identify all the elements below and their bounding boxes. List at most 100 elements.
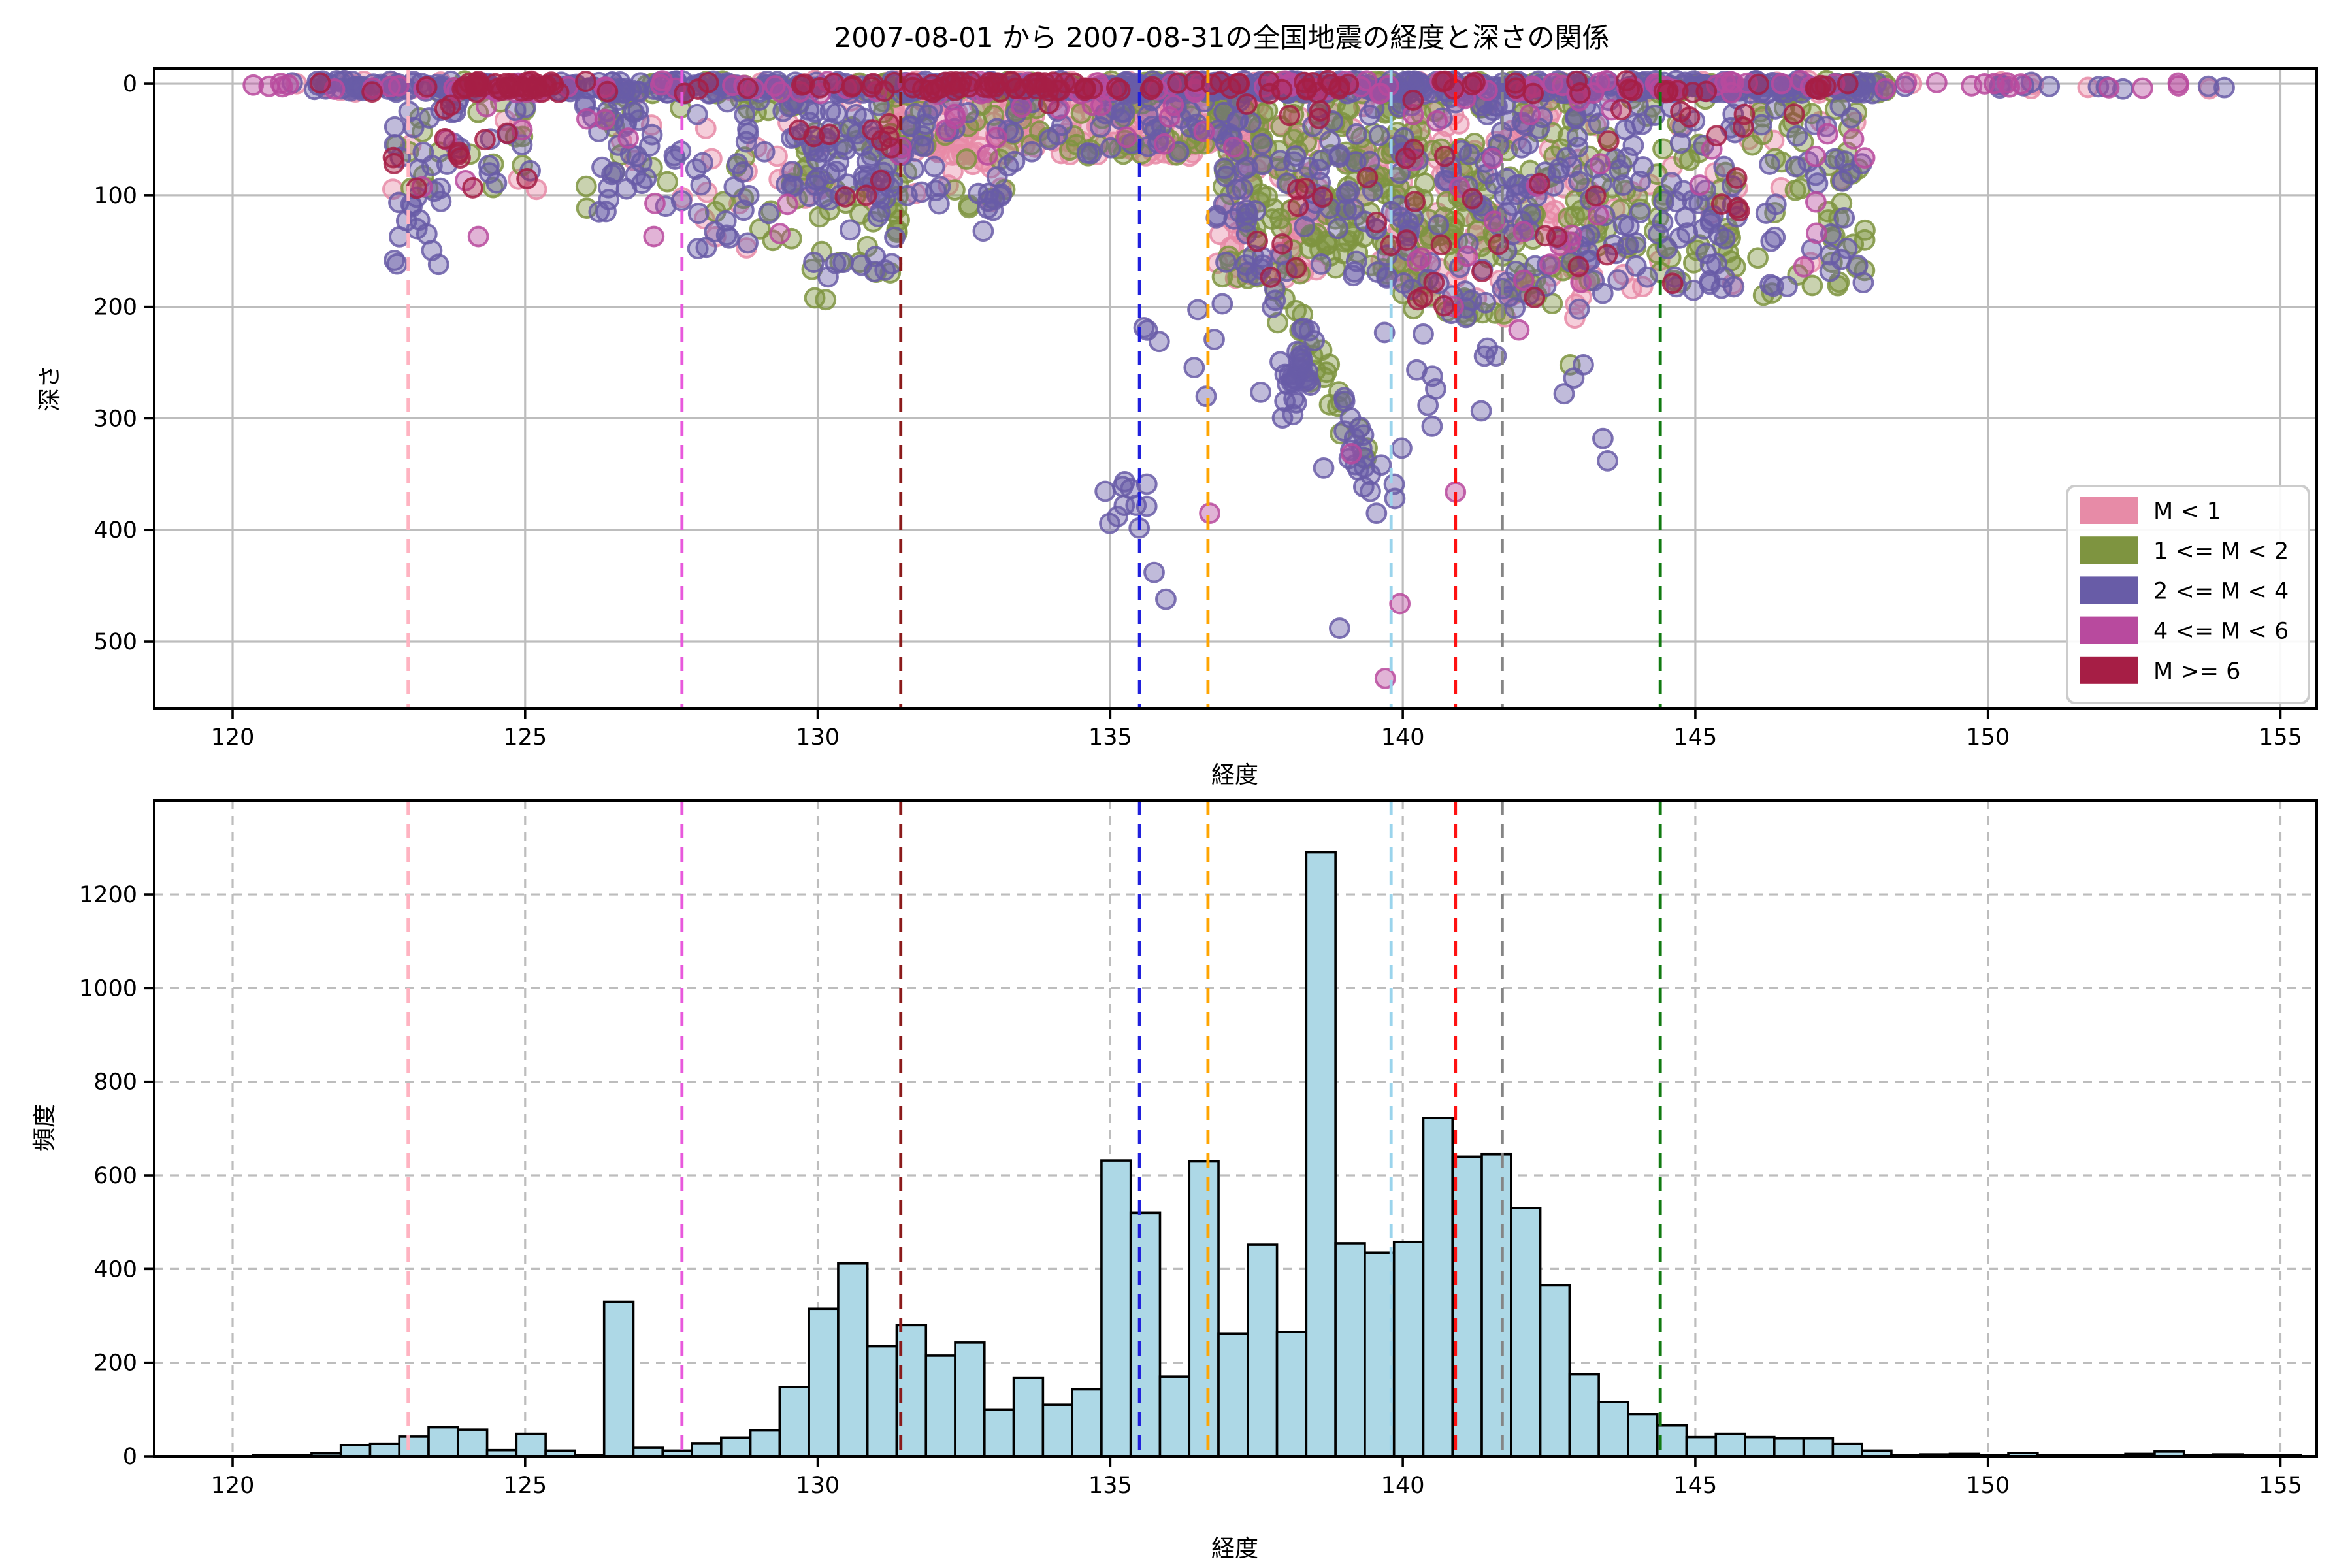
scatter-point [987, 72, 1009, 94]
scatter-point [1874, 78, 1897, 100]
scatter-point [935, 119, 957, 141]
scatter-point [1155, 588, 1177, 610]
scatter-point [1771, 73, 1793, 95]
scatter-point [977, 182, 1000, 204]
scatter-point [863, 261, 885, 282]
y-tick-label: 0 [123, 71, 137, 97]
scatter-point [1682, 279, 1705, 301]
scatter-point [1426, 110, 1448, 132]
scatter-point [418, 107, 440, 129]
scatter-point [1475, 291, 1497, 314]
scatter-point [1501, 194, 1523, 216]
scatter-point [1335, 199, 1357, 221]
scatter-point [511, 134, 533, 156]
scatter-point [870, 169, 892, 191]
scatter-point [1595, 70, 1618, 91]
scatter-point [1294, 177, 1316, 199]
histogram-bar [808, 1307, 840, 1458]
scatter-point [997, 120, 1019, 142]
scatter-point [1141, 76, 1164, 98]
histogram-bar [1422, 1117, 1454, 1458]
histogram-bar [427, 1426, 459, 1458]
x-tick-label: 120 [211, 1473, 255, 1499]
scatter-point [1258, 71, 1280, 92]
scatter-point [1760, 230, 1782, 252]
scatter-point [1421, 415, 1443, 437]
scatter-point [1226, 178, 1248, 201]
scatter-point [911, 181, 933, 203]
scatter-point [1113, 495, 1135, 516]
scatter-point [1384, 487, 1406, 510]
scatter-point [839, 118, 861, 140]
histogram-bar [1158, 1375, 1191, 1458]
scatter-point [1819, 244, 1841, 266]
scatter-point [2038, 75, 2061, 97]
scatter-point [1732, 116, 1754, 138]
scatter-point [873, 80, 895, 102]
scatter-point [1337, 73, 1360, 95]
scatter-point [1183, 357, 1205, 378]
scatter-point [1313, 457, 1335, 479]
scatter-point [271, 76, 293, 98]
scatter-point [1004, 150, 1026, 172]
scatter-point [1597, 130, 1620, 152]
scatter-point [1430, 234, 1452, 256]
scatter-point [1318, 353, 1341, 375]
histogram-bars [252, 851, 2302, 1458]
figure-title: 2007-08-01 から 2007-08-31の全国地震の経度と深さの関係 [834, 22, 1610, 54]
scatter-point [1624, 114, 1646, 135]
histogram-bar [778, 1386, 810, 1458]
legend-label: M < 1 [2153, 498, 2221, 525]
scatter-gridlines [154, 69, 2317, 708]
scatter-point [1075, 77, 1096, 99]
scatter-point [1816, 123, 1838, 145]
scatter-point [1251, 133, 1273, 155]
histogram-bar [1392, 1240, 1425, 1458]
scatter-point [591, 156, 613, 178]
legend-swatch [2080, 497, 2138, 524]
scatter-point [2167, 75, 2189, 97]
y-tick-label: 200 [93, 1350, 137, 1377]
scatter-point [1522, 82, 1544, 105]
scatter-point [242, 74, 265, 96]
scatter-point [1368, 125, 1390, 146]
scatter-point [1652, 211, 1674, 233]
scatter-point [1021, 140, 1043, 163]
scatter-point [1318, 197, 1341, 220]
scatter-point [657, 171, 678, 193]
scatter-point [1689, 174, 1711, 196]
scatter-point [1748, 73, 1770, 95]
scatter-yaxis-label: 深さ [37, 365, 63, 412]
scatter-point [1199, 502, 1220, 525]
scatter-point [1612, 174, 1634, 196]
histogram-bar [1597, 1401, 1629, 1458]
y-tick-label: 1200 [79, 882, 137, 908]
scatter-point [1396, 229, 1418, 251]
scatter-point [384, 250, 405, 271]
scatter-point [1233, 158, 1256, 180]
scatter-point [627, 99, 649, 121]
histogram-xaxis-label: 経度 [1211, 1535, 1258, 1562]
scatter-point [1625, 232, 1647, 253]
scatter-point [1215, 251, 1237, 273]
scatter-point [1456, 245, 1478, 267]
scatter-point [1310, 253, 1332, 275]
histogram-bar [1568, 1373, 1600, 1458]
scatter-point [1759, 154, 1781, 175]
scatter-point [1805, 145, 1827, 167]
scatter-point [594, 108, 616, 131]
y-tick-label: 300 [93, 406, 137, 432]
histogram-bar [602, 1300, 635, 1458]
scatter-point [1222, 136, 1245, 158]
scatter-point [737, 118, 759, 140]
scatter-point [811, 240, 833, 263]
scatter-point [1587, 204, 1609, 226]
scatter-point [1504, 72, 1526, 94]
x-tick-label: 125 [503, 725, 547, 751]
scatter-point [1193, 120, 1215, 142]
scatter-point [1162, 94, 1184, 116]
magnitude-legend: M < 1 1 <= M < 2 2 <= M < 4 4 <= M < 6 M >= … [2066, 485, 2310, 704]
scatter-point [1678, 149, 1701, 171]
scatter-point [1404, 191, 1426, 212]
scatter-points [242, 69, 2235, 689]
